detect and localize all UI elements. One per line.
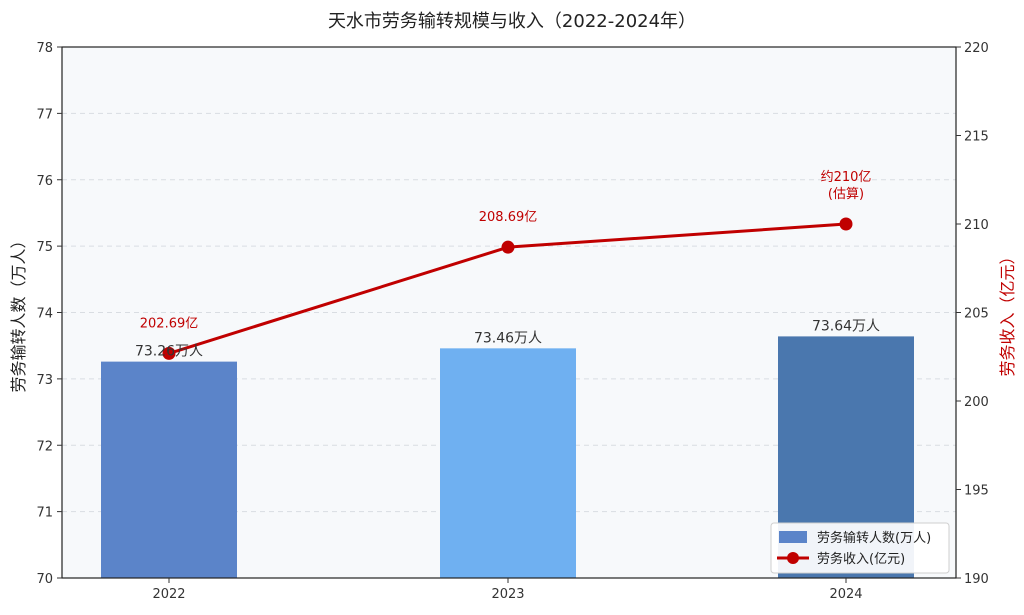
y-right-tick-label: 210 — [964, 218, 989, 233]
y-right-tick-label: 190 — [964, 572, 989, 587]
y-left-tick-label: 77 — [36, 107, 53, 122]
income-value-label: (估算) — [828, 187, 864, 202]
y-right-tick-label: 195 — [964, 484, 989, 499]
y-left-tick-label: 72 — [36, 439, 53, 454]
y-left-tick-label: 78 — [36, 41, 53, 56]
x-tick-label: 2024 — [829, 587, 862, 602]
bar — [101, 361, 237, 578]
income-point — [162, 346, 176, 360]
y-right-tick-label: 205 — [964, 307, 989, 322]
x-tick-label: 2022 — [152, 587, 185, 602]
legend-label-line: 劳务收入(亿元) — [817, 551, 905, 567]
y-right-tick-label: 200 — [964, 395, 989, 410]
bar-value-label: 73.64万人 — [812, 318, 880, 334]
income-value-label: 202.69亿 — [140, 316, 199, 331]
y-right-tick-label: 220 — [964, 41, 989, 56]
y-right-axis-title: 劳务收入（亿元） — [998, 248, 1017, 376]
bar-value-label: 73.46万人 — [474, 330, 542, 346]
bar — [440, 348, 576, 578]
y-left-tick-label: 73 — [36, 373, 53, 388]
y-left-axis-title: 劳务输转人数（万人） — [9, 232, 28, 392]
bar-value-label: 73.26万人 — [135, 344, 203, 360]
x-tick-label: 2023 — [491, 587, 524, 602]
chart-title: 天水市劳务输转规模与收入（2022-2024年） — [328, 11, 696, 32]
legend-swatch-bar — [779, 531, 807, 543]
legend-swatch-marker — [787, 552, 799, 564]
income-point — [501, 240, 515, 254]
income-point — [839, 217, 853, 231]
y-left-tick-label: 75 — [36, 240, 53, 255]
y-left-tick-label: 70 — [36, 572, 53, 587]
legend-label-bars: 劳务输转人数(万人) — [817, 530, 931, 546]
y-right-tick-label: 215 — [964, 130, 989, 145]
y-left-tick-label: 76 — [36, 174, 53, 189]
y-left-tick-label: 71 — [36, 506, 53, 521]
y-left-tick-label: 74 — [36, 307, 53, 322]
income-value-label: 约210亿 — [821, 170, 872, 185]
legend-box — [770, 522, 950, 574]
income-value-label: 208.69亿 — [479, 210, 538, 225]
